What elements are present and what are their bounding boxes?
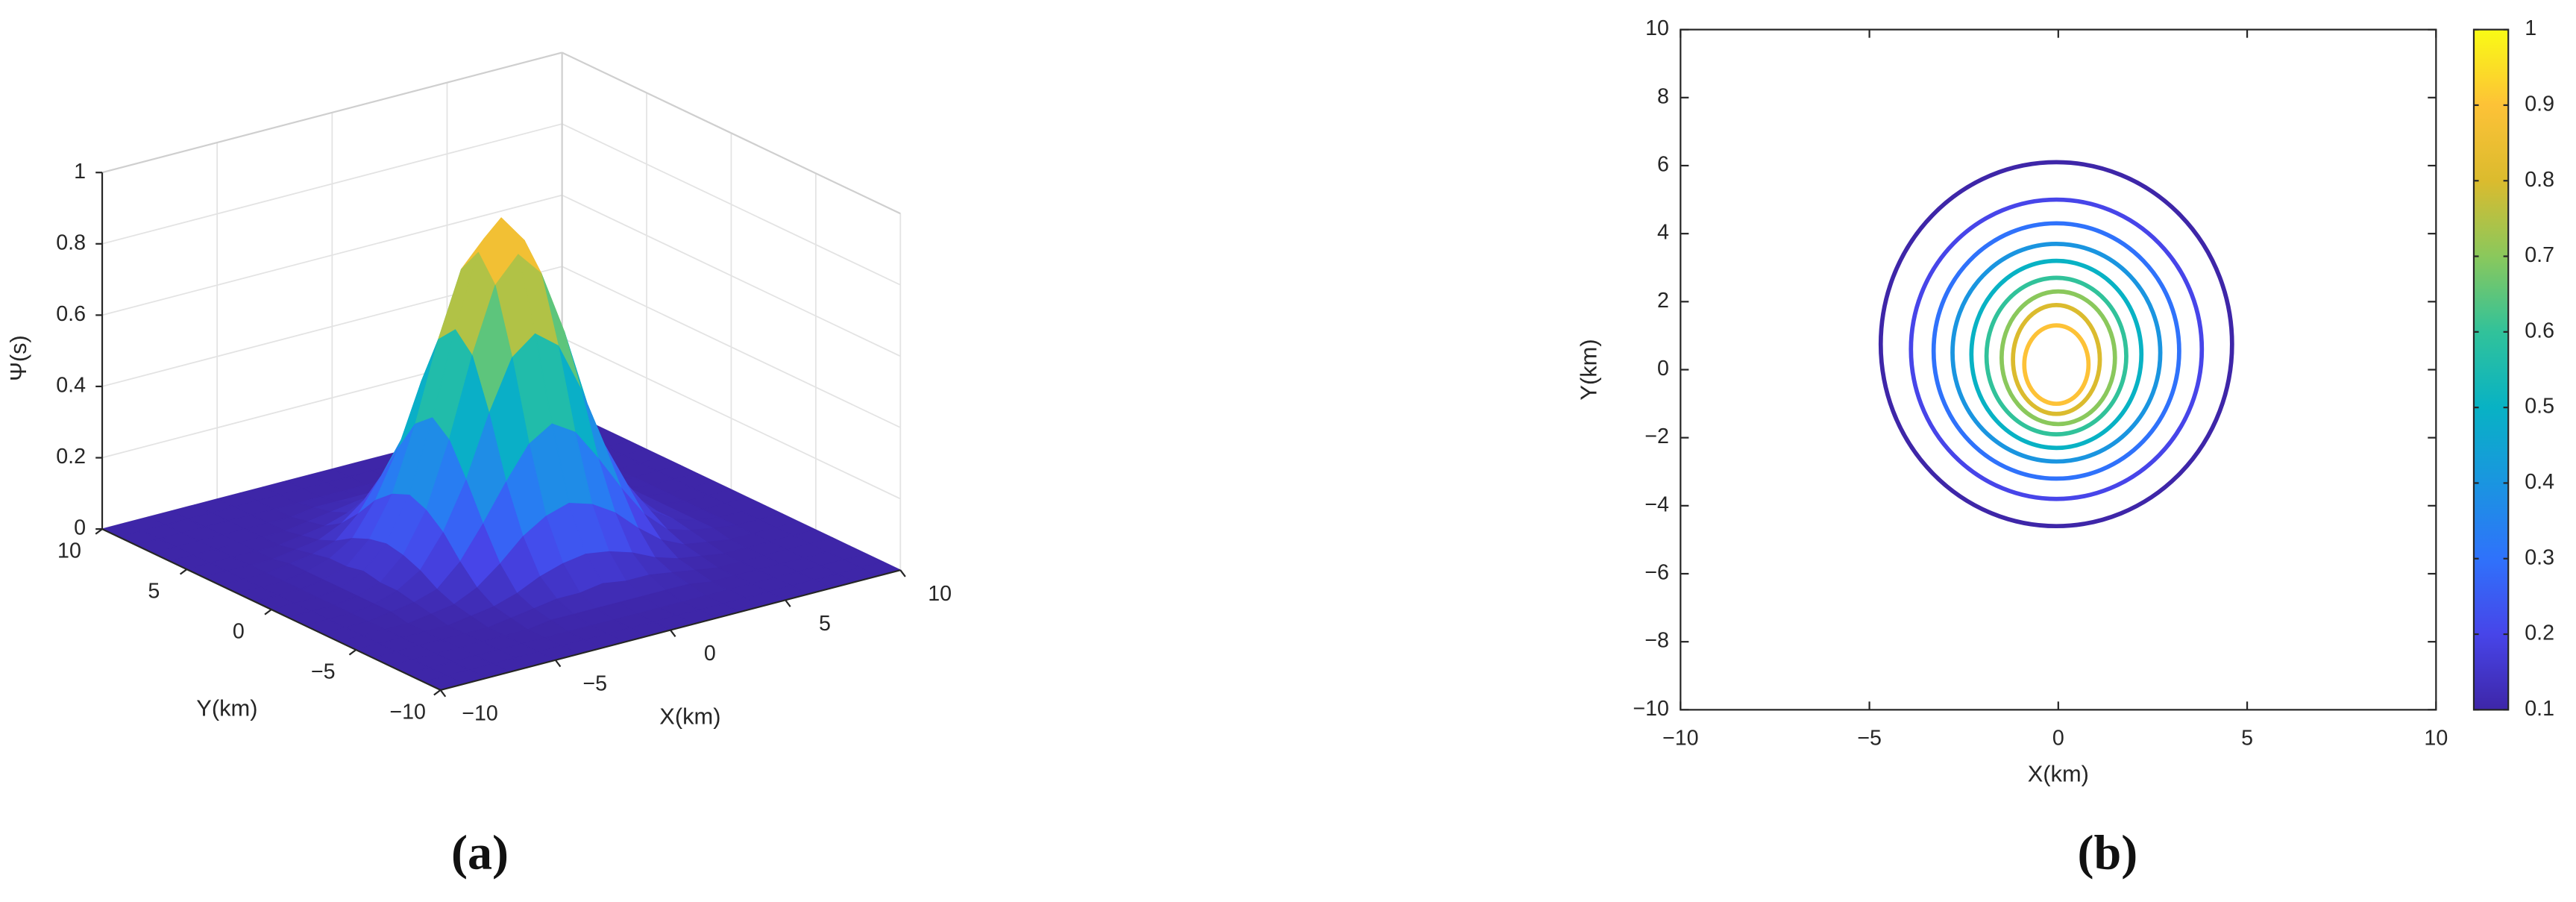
colorbar-tick-label: 0.1 bbox=[2525, 697, 2554, 721]
x-axis-label: X(km) bbox=[2028, 761, 2089, 787]
y-tick-label: 10 bbox=[57, 539, 81, 563]
y-tick bbox=[433, 689, 442, 696]
x-tick-label: −10 bbox=[1662, 727, 1699, 751]
grid-line bbox=[562, 123, 901, 286]
x-tick bbox=[785, 599, 791, 607]
y-tick-label: 0 bbox=[233, 619, 245, 643]
colorbar bbox=[2472, 28, 2510, 711]
plot-area bbox=[1680, 28, 2437, 711]
colorbar-tick-label: 0.6 bbox=[2525, 319, 2554, 342]
colorbar-tick-label: 0.2 bbox=[2525, 621, 2554, 645]
contour-line bbox=[2022, 323, 2091, 406]
z-axis-label: Ψ(s) bbox=[5, 335, 31, 381]
y-tick-label: 0 bbox=[1657, 357, 1669, 380]
contour-line bbox=[1999, 289, 2117, 427]
y-tick-label: 4 bbox=[1657, 221, 1669, 245]
y-tick-label: −2 bbox=[1644, 425, 1669, 448]
y-tick bbox=[264, 609, 272, 616]
colorbar-tick-label: 0.3 bbox=[2525, 545, 2554, 569]
x-tick bbox=[670, 629, 676, 638]
colorbar-tick-label: 0.7 bbox=[2525, 243, 2554, 267]
y-tick bbox=[179, 569, 188, 575]
x-tick bbox=[899, 569, 906, 577]
y-tick-label: −10 bbox=[1633, 697, 1669, 721]
colorbar-tick-label: 0.4 bbox=[2525, 470, 2554, 494]
x-axis-label: X(km) bbox=[659, 703, 720, 729]
x-tick-label: 10 bbox=[2424, 727, 2448, 751]
grid-line bbox=[101, 123, 562, 245]
x-tick-label: −10 bbox=[462, 702, 498, 726]
colorbar-tick-label: 0.8 bbox=[2525, 168, 2554, 192]
y-axis-label: Y(km) bbox=[1575, 339, 1601, 400]
contour-line bbox=[1984, 275, 2129, 436]
y-tick-label: −8 bbox=[1644, 629, 1669, 653]
contour-line bbox=[2011, 303, 2102, 416]
caption: (b) bbox=[2078, 826, 2138, 880]
colorbar-tick-label: 1 bbox=[2525, 16, 2536, 40]
x-tick bbox=[439, 689, 447, 698]
box-edge bbox=[562, 51, 901, 215]
x-tick-label: −5 bbox=[1857, 727, 1882, 751]
contour-line bbox=[1931, 221, 2181, 481]
y-tick-label: −5 bbox=[311, 660, 336, 683]
grid-line bbox=[101, 194, 562, 316]
z-tick-label: 0.4 bbox=[56, 374, 86, 398]
z-tick-label: 0.6 bbox=[56, 302, 86, 326]
z-tick-label: 0.2 bbox=[56, 445, 86, 469]
y-tick-label: −6 bbox=[1644, 561, 1669, 585]
contour-line bbox=[1909, 197, 2205, 501]
y-tick-label: 2 bbox=[1657, 289, 1669, 313]
y-tick bbox=[348, 649, 356, 656]
contour-line bbox=[1878, 160, 2234, 528]
z-tick-label: 1 bbox=[74, 160, 86, 184]
x-tick-label: 0 bbox=[704, 642, 716, 665]
x-tick-label: −5 bbox=[582, 671, 607, 695]
y-tick-label: 6 bbox=[1657, 153, 1669, 177]
y-tick-label: 5 bbox=[148, 579, 160, 603]
y-tick-label: −4 bbox=[1644, 492, 1669, 516]
grid-line bbox=[562, 336, 901, 500]
contour-line bbox=[1969, 258, 2144, 451]
y-axis-label: Y(km) bbox=[196, 695, 257, 721]
y-tick-label: 8 bbox=[1657, 84, 1669, 108]
colorbar-tick-label: 0.5 bbox=[2525, 395, 2554, 419]
x-tick-label: 5 bbox=[819, 612, 831, 636]
grid-line bbox=[562, 266, 901, 428]
x-tick-label: 0 bbox=[2052, 727, 2064, 751]
colorbar-tick-label: 0.9 bbox=[2525, 93, 2554, 116]
x-tick-label: 10 bbox=[928, 582, 952, 606]
caption: (a) bbox=[451, 826, 509, 880]
x-tick-label: 5 bbox=[2241, 727, 2253, 751]
z-tick-label: 0 bbox=[74, 516, 86, 540]
x-tick bbox=[554, 660, 562, 668]
y-tick-label: −10 bbox=[389, 700, 426, 724]
contour-line bbox=[1950, 241, 2163, 464]
grid-line bbox=[562, 194, 901, 357]
z-tick-label: 0.8 bbox=[56, 231, 86, 254]
box-edge bbox=[101, 51, 562, 174]
y-tick-label: 10 bbox=[1645, 16, 1669, 40]
